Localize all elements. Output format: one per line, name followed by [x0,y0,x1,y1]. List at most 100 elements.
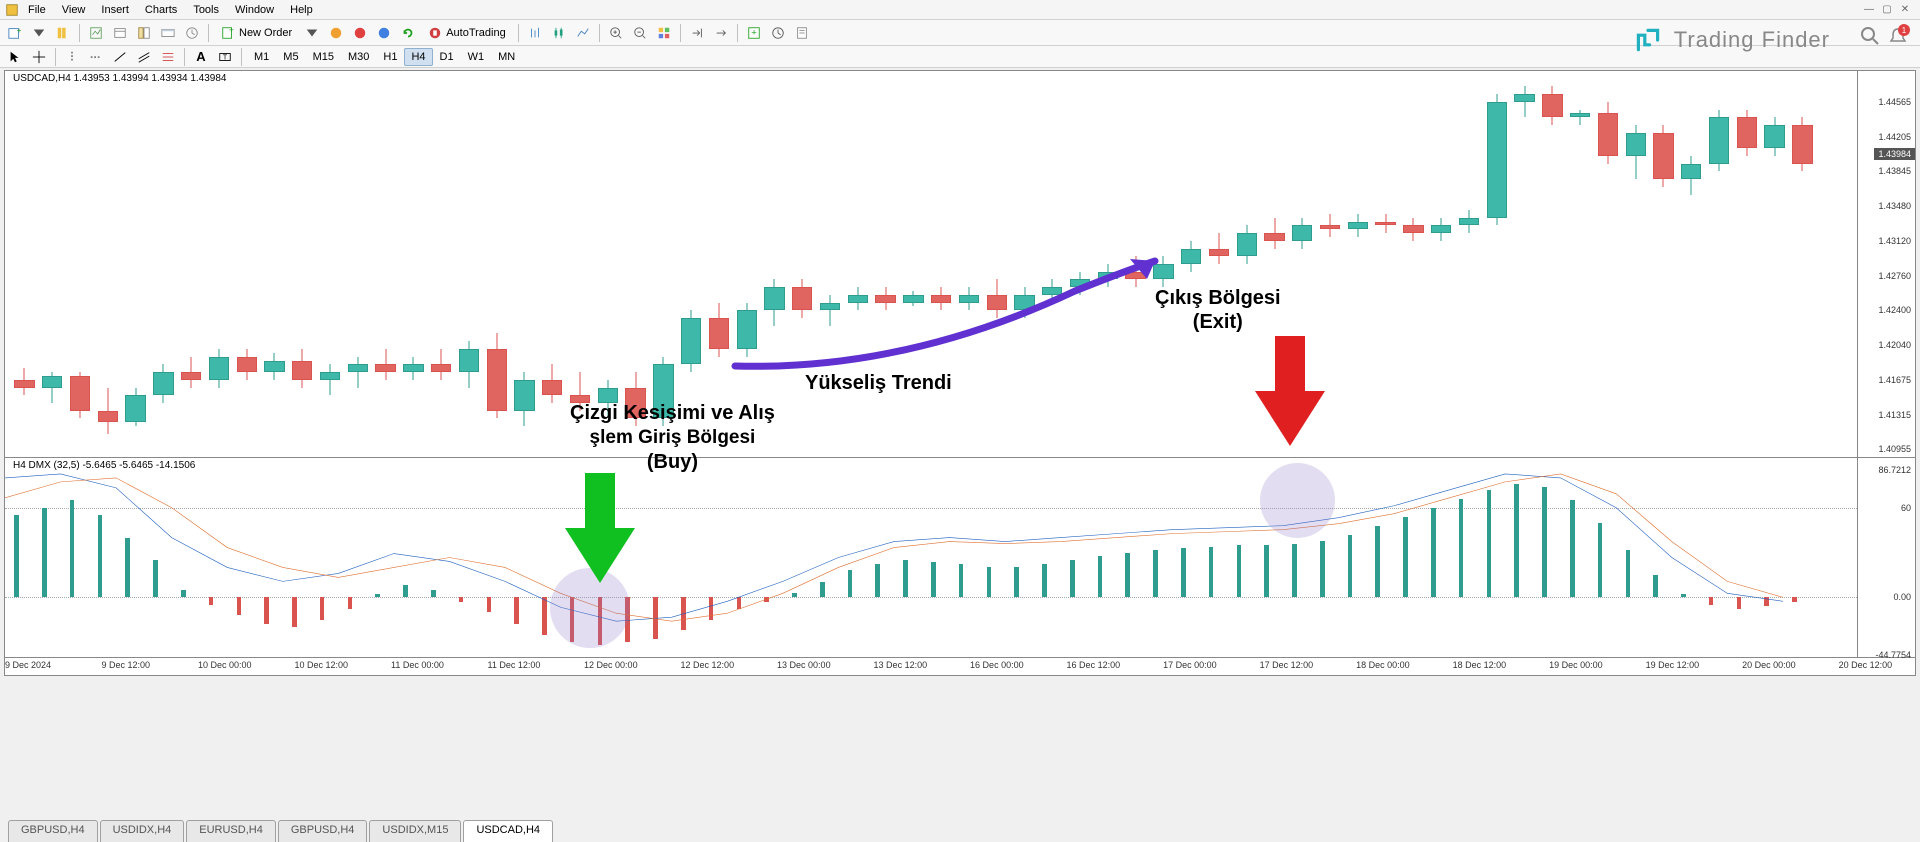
menu-help[interactable]: Help [282,2,321,18]
timeframe-MN[interactable]: MN [491,48,522,66]
indicator-chart[interactable]: H4 DMX (32,5) -5.6465 -5.6465 -14.1506 8… [4,458,1916,658]
timeframe-M5[interactable]: M5 [276,48,305,66]
menu-insert[interactable]: Insert [93,2,137,18]
window-minimize-icon[interactable]: — [1862,3,1876,17]
timeframe-M1[interactable]: M1 [247,48,276,66]
candle [459,71,479,457]
app-icon [4,0,20,20]
timeframe-W1[interactable]: W1 [461,48,492,66]
terminal-icon[interactable] [157,23,179,43]
indicators-icon[interactable]: + [743,23,765,43]
candle [42,71,62,457]
zoom-in-icon[interactable] [605,23,627,43]
timeframe-H4[interactable]: H4 [404,48,432,66]
indicator-y-axis: 86.7212600.00-44.7754 [1857,458,1915,657]
time-label: 16 Dec 00:00 [970,660,1024,670]
candle [1542,71,1562,457]
candle-chart-icon[interactable] [548,23,570,43]
strategy-tester-icon[interactable] [181,23,203,43]
text-label-icon[interactable]: T [214,47,236,67]
navigator-icon[interactable] [133,23,155,43]
menu-tools[interactable]: Tools [185,2,227,18]
candle [431,71,451,457]
price-chart[interactable]: USDCAD,H4 1.43953 1.43994 1.43934 1.4398… [4,70,1916,458]
expert-icon[interactable] [349,23,371,43]
shift-icon[interactable] [686,23,708,43]
chart-header: USDCAD,H4 1.43953 1.43994 1.43934 1.4398… [13,73,227,84]
market-watch-icon[interactable] [85,23,107,43]
search-icon[interactable] [1860,26,1880,46]
chart-tab[interactable]: EURUSD,H4 [186,820,276,842]
hline-icon[interactable] [85,47,107,67]
current-price-tag: 1.43984 [1874,148,1915,160]
time-label: 13 Dec 12:00 [874,660,928,670]
price-tick: 1.44565 [1878,97,1911,107]
svg-text:+: + [751,27,757,38]
dropdown-icon[interactable] [28,23,50,43]
vline-icon[interactable] [61,47,83,67]
menu-file[interactable]: File [20,2,54,18]
candle [653,71,673,457]
notification-area: 1 [1860,26,1908,46]
auto-scroll-icon[interactable] [710,23,732,43]
periods-icon[interactable] [767,23,789,43]
timeframe-M15[interactable]: M15 [306,48,341,66]
zoom-out-icon[interactable] [629,23,651,43]
candle [542,71,562,457]
alert-icon[interactable]: 1 [1888,26,1908,46]
timeframe-M30[interactable]: M30 [341,48,376,66]
tile-icon[interactable] [653,23,675,43]
cursor-icon[interactable] [4,47,26,67]
candle [1459,71,1479,457]
chart-tab[interactable]: GBPUSD,H4 [8,820,98,842]
auto-trading-button[interactable]: AutoTrading [421,23,513,43]
bar-chart-icon[interactable] [524,23,546,43]
menu-window[interactable]: Window [227,2,282,18]
timeframe-H1[interactable]: H1 [376,48,404,66]
refresh-icon[interactable] [397,23,419,43]
candle [375,71,395,457]
time-label: 9 Dec 2024 [5,660,51,670]
candle [1626,71,1646,457]
chart-tab[interactable]: USDIDX,H4 [100,820,185,842]
candle [237,71,257,457]
new-order-button[interactable]: + New Order [214,23,299,43]
candle [1598,71,1618,457]
line-chart-icon[interactable] [572,23,594,43]
window-close-icon[interactable]: ✕ [1898,3,1912,17]
menu-view[interactable]: View [54,2,94,18]
candle [14,71,34,457]
price-tick: 1.42040 [1878,340,1911,350]
exit-arrow-icon [1250,331,1330,451]
candle [1403,71,1423,457]
ind-tick: 0.00 [1893,592,1911,602]
ind-tick: 86.7212 [1878,465,1911,475]
price-y-axis: 1.445651.442051.438451.434801.431201.427… [1857,71,1915,457]
new-chart-icon[interactable]: + [4,23,26,43]
candle [98,71,118,457]
meta-icon[interactable] [325,23,347,43]
candle [1514,71,1534,457]
fib-icon[interactable] [157,47,179,67]
svg-text:T: T [223,54,228,61]
timeframe-D1[interactable]: D1 [433,48,461,66]
chart-tab[interactable]: GBPUSD,H4 [278,820,368,842]
options-icon[interactable] [373,23,395,43]
price-tick: 1.41315 [1878,410,1911,420]
ind-curve [5,474,1783,621]
dropdown2-icon[interactable] [301,23,323,43]
menu-charts[interactable]: Charts [137,2,185,18]
chart-tab[interactable]: USDCAD,H4 [463,820,553,842]
candle [320,71,340,457]
candle [209,71,229,457]
crosshair-icon[interactable] [28,47,50,67]
window-restore-icon[interactable]: ▢ [1880,3,1894,17]
templates-icon[interactable] [791,23,813,43]
trendline-icon[interactable] [109,47,131,67]
text-icon[interactable]: A [190,47,212,67]
channel-icon[interactable] [133,47,155,67]
chart-tab[interactable]: USDIDX,M15 [369,820,461,842]
profiles-icon[interactable] [52,23,74,43]
data-window-icon[interactable] [109,23,131,43]
candle [1431,71,1451,457]
